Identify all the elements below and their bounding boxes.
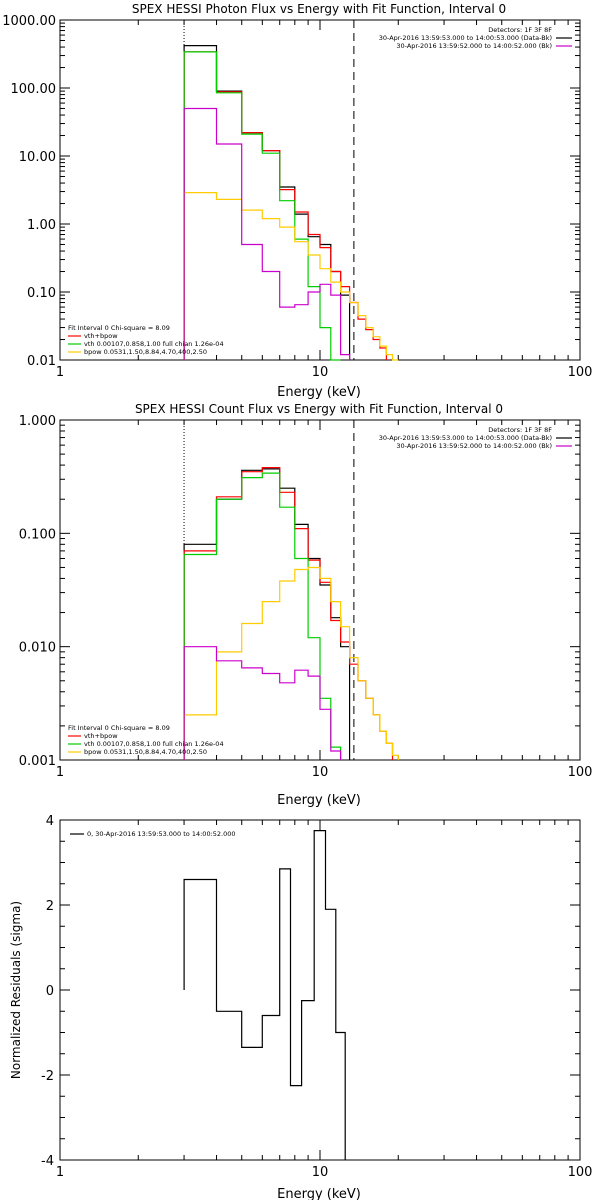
series-0-step-line [183, 468, 351, 760]
series-2-step-line [183, 51, 341, 361]
x-tick-label: 100 [568, 365, 593, 380]
count-flux-x-label: Energy (keV) [277, 793, 361, 808]
y-tick-label: 1.000 [19, 414, 56, 429]
y-tick-label: -2 [41, 1069, 54, 1084]
top-legend-entry: 30-Apr-2016 13:59:53.000 to 14:00:53.000… [379, 434, 552, 442]
series-4-step-line [183, 646, 342, 760]
y-tick-label: 4 [46, 814, 54, 829]
series-2-step-line [183, 472, 342, 760]
residuals-x-label: Energy (keV) [277, 1187, 361, 1200]
top-legend-entry: 30-Apr-2016 13:59:52.000 to 14:00:52.000… [396, 42, 552, 50]
bottom-legend-entry: vth 0.00107,0.858,1.00 full chian 1.26e-… [84, 340, 224, 348]
series-1-step-line [183, 467, 394, 760]
bottom-legend-entry: bpow 0.0531,1.50,8.84,4.70,400,2.50 [84, 348, 207, 356]
bottom-legend-entry: vth+bpow [84, 732, 118, 740]
series-3-step-line [183, 192, 399, 361]
bottom-legend-entry: bpow 0.0531,1.50,8.84,4.70,400,2.50 [84, 748, 207, 756]
x-tick-label: 1 [56, 1165, 64, 1180]
y-tick-label: 0 [46, 984, 54, 999]
y-tick-label: 1000.00 [2, 14, 56, 29]
series-4-step-line [183, 107, 351, 360]
count-flux-panel: SPEX HESSI Count Flux vs Energy with Fit… [19, 402, 593, 808]
plot-frame [59, 819, 581, 1161]
x-tick-label: 10 [312, 1165, 329, 1180]
photon-flux-title: SPEX HESSI Photon Flux vs Energy with Fi… [132, 2, 506, 16]
y-tick-label: 0.001 [19, 754, 56, 769]
series-1-step-line [183, 51, 387, 360]
x-tick-label: 100 [568, 1165, 593, 1180]
bottom-legend-entry: Fit Interval 0 Chi-square = 8.09 [68, 324, 170, 332]
x-tick-label: 1 [56, 765, 64, 780]
y-tick-label: 0.100 [19, 527, 56, 542]
y-tick-label: -4 [41, 1154, 54, 1169]
top-legend-entry: Detectors: 1F 3F 8F [488, 26, 552, 34]
series-0-step-line [183, 45, 351, 360]
bottom-legend-entry: Fit Interval 0 Chi-square = 8.09 [68, 724, 170, 732]
series-3-step-line [183, 566, 399, 760]
x-tick-label: 10 [312, 765, 329, 780]
photon-flux-panel: SPEX HESSI Photon Flux vs Energy with Fi… [2, 2, 592, 400]
x-tick-label: 100 [568, 765, 593, 780]
y-tick-label: 2 [46, 899, 54, 914]
bottom-legend-entry: vth 0.00107,0.858,1.00 full chian 1.26e-… [84, 740, 224, 748]
x-tick-label: 1 [56, 365, 64, 380]
bottom-legend-entry: vth+bpow [84, 332, 118, 340]
y-tick-label: 1.00 [27, 218, 56, 233]
y-tick-label: 10.00 [19, 150, 56, 165]
photon-flux-x-label: Energy (keV) [277, 385, 361, 400]
top-legend-entry: 30-Apr-2016 13:59:52.000 to 14:00:52.000… [396, 442, 552, 450]
x-tick-label: 10 [312, 365, 329, 380]
top-legend-entry: Detectors: 1F 3F 8F [488, 426, 552, 434]
y-tick-label: 100.00 [11, 82, 57, 97]
y-tick-label: 0.010 [19, 641, 56, 656]
top-legend-entry: 30-Apr-2016 13:59:53.000 to 14:00:53.000… [379, 34, 552, 42]
residuals-panel: Energy (keV) Normalized Residuals (sigma… [9, 814, 593, 1202]
y-tick-label: 0.10 [27, 286, 56, 301]
residuals-y-label: Normalized Residuals (sigma) [9, 901, 23, 1079]
series-0-step-line [183, 830, 346, 1160]
legend-entry: 0, 30-Apr-2016 13:59:53.000 to 14:00:52.… [87, 830, 236, 838]
y-tick-label: 0.01 [27, 354, 56, 369]
count-flux-title: SPEX HESSI Count Flux vs Energy with Fit… [135, 402, 503, 416]
